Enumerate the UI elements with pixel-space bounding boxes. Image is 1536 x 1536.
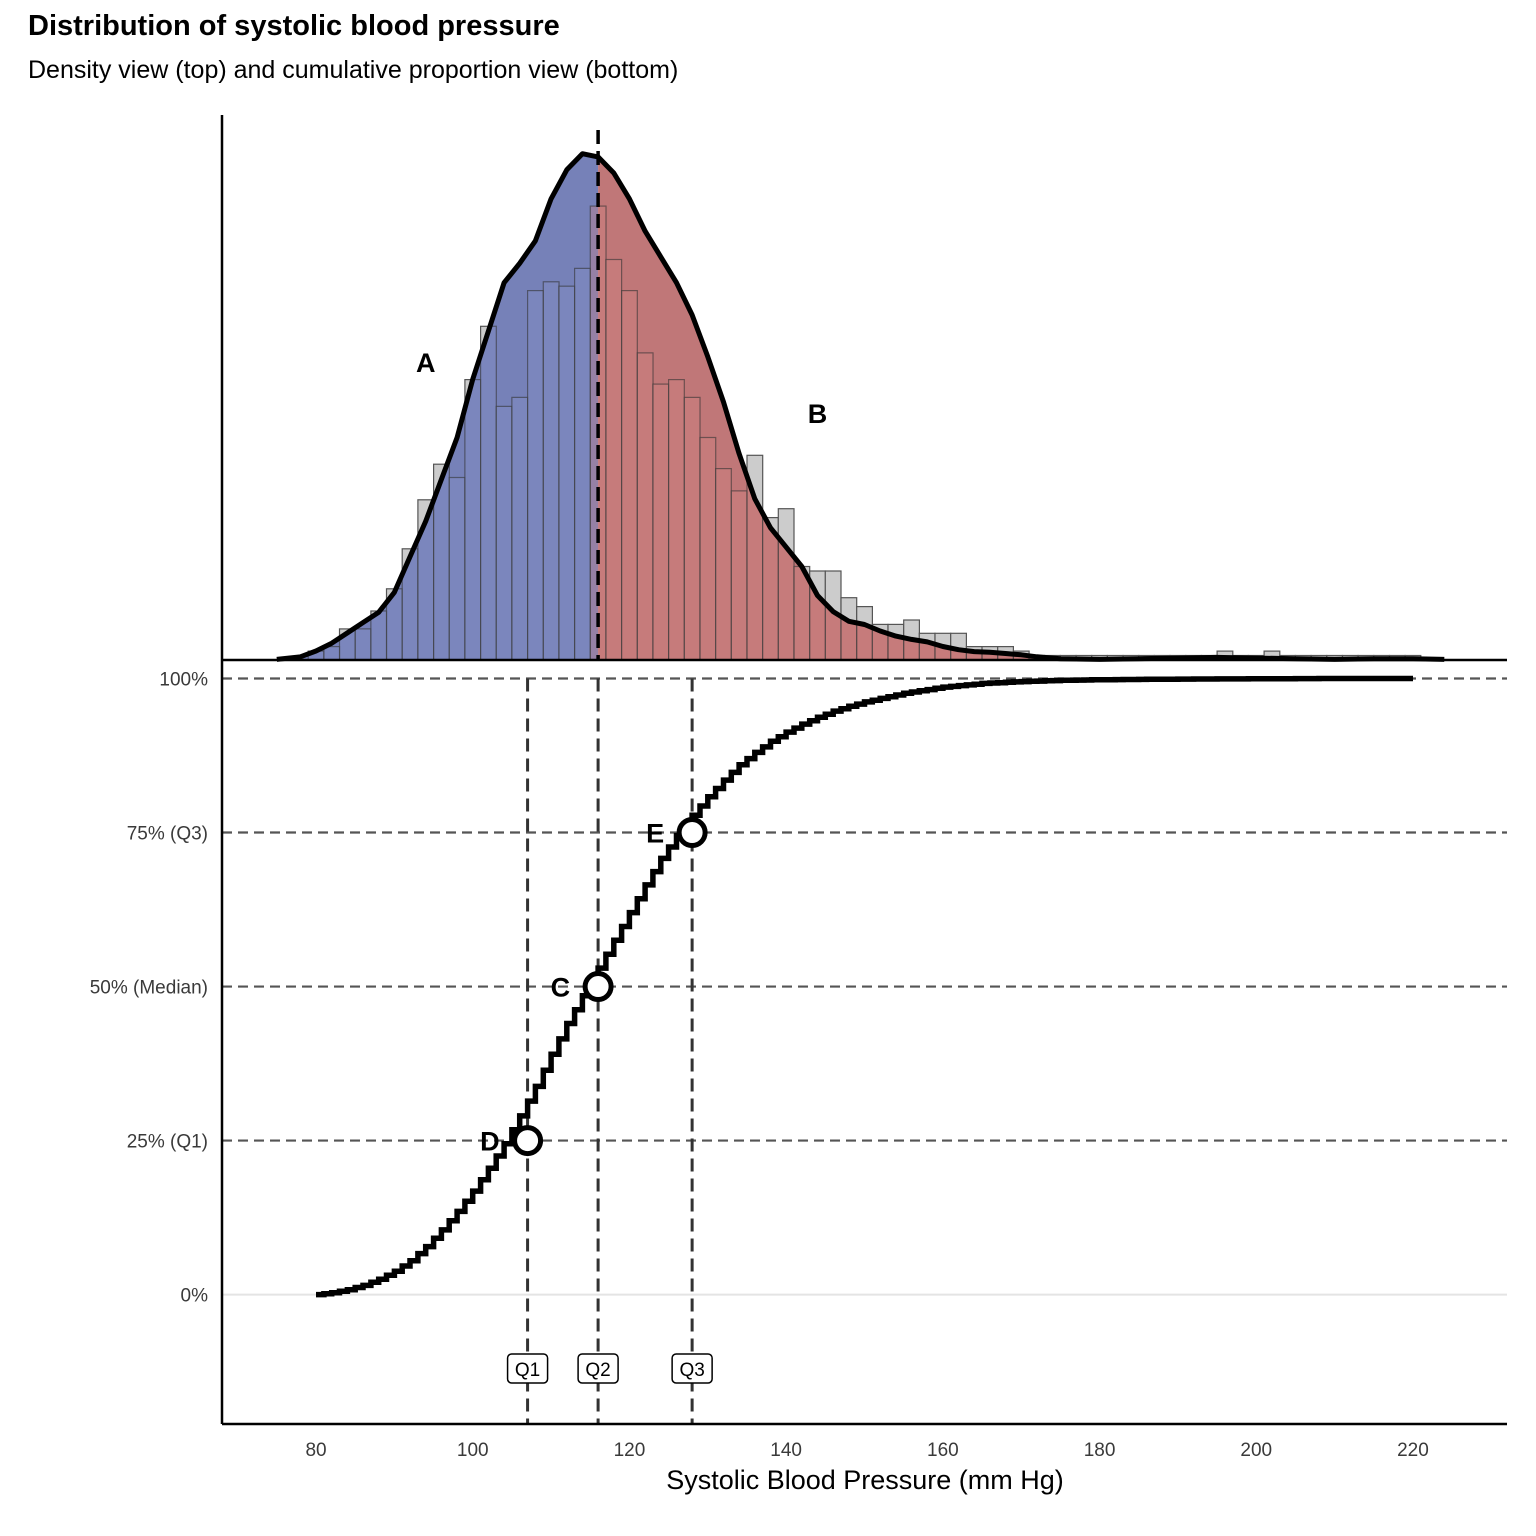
cumulative-panel: D Q1 C Q2 E Q3 0% 25% (Q1) 50% (Median) 75% (Q3) 1… [90,669,1507,1424]
tinted-bar [464,379,482,660]
tinted-bar [448,476,466,660]
tinted-bar [683,396,701,660]
y-tick-label: 0% [181,1286,209,1307]
axes: 80 100 120 140 160 180 200 220 [220,115,1507,1461]
quantile-point-e [676,817,708,849]
tinted-bar [714,468,732,660]
x-tick-label: 140 [770,1440,802,1461]
quantile-point-c [582,971,614,1003]
tinted-bar [511,396,529,660]
tinted-bar [636,352,654,660]
tinted-bar [667,379,685,660]
quantile-label-q3: Q3 [679,1360,704,1381]
quantile-box-q2 [577,1353,619,1384]
x-tick-label: 80 [305,1440,326,1461]
tinted-bar [542,281,560,660]
y-tick-label: 100% [159,669,208,690]
tinted-bar [605,258,623,660]
tinted-bar [354,628,372,660]
x-tick-label: 100 [457,1440,489,1461]
tinted-bar [480,325,497,660]
quantile-box-q1 [506,1353,549,1384]
x-tick-label: 160 [927,1440,959,1461]
tinted-bar [652,383,670,660]
point-label-c: C [551,973,571,1003]
y-tick-label: 50% (Median) [90,978,208,999]
quantile-box-q3 [671,1353,713,1384]
region-label-b: B [808,399,828,429]
density-panel: AB [276,130,1445,662]
tinted-bar [526,290,544,660]
cumulative-step-curve [316,675,1413,1298]
tinted-bar [699,436,717,660]
x-tick-label: 220 [1397,1440,1429,1461]
x-tick-label: 120 [614,1440,646,1461]
density-fill [276,153,1445,660]
tinted-bar [495,405,513,660]
point-label-e: E [646,819,664,849]
tinted-bar [620,290,638,660]
tinted-bar [730,490,748,660]
x-axis-title: Systolic Blood Pressure (mm Hg) [666,1465,1064,1495]
tinted-bar [761,516,779,660]
quantile-label-q1: Q1 [515,1360,540,1381]
x-tick-label: 200 [1240,1440,1272,1461]
quantile-point-d [512,1125,544,1157]
y-tick-label: 25% (Q1) [127,1132,208,1153]
region-label-a: A [416,348,436,378]
chart-title: Distribution of systolic blood pressure [28,10,560,42]
point-label-d: D [480,1127,500,1157]
y-tick-label: 75% (Q3) [127,824,208,845]
tinted-bar [558,285,576,660]
x-tick-label: 180 [1084,1440,1116,1461]
chart-subtitle: Density view (top) and cumulative propor… [28,56,679,84]
tinted-bar [573,267,591,660]
quantile-label-q2: Q2 [585,1360,610,1381]
